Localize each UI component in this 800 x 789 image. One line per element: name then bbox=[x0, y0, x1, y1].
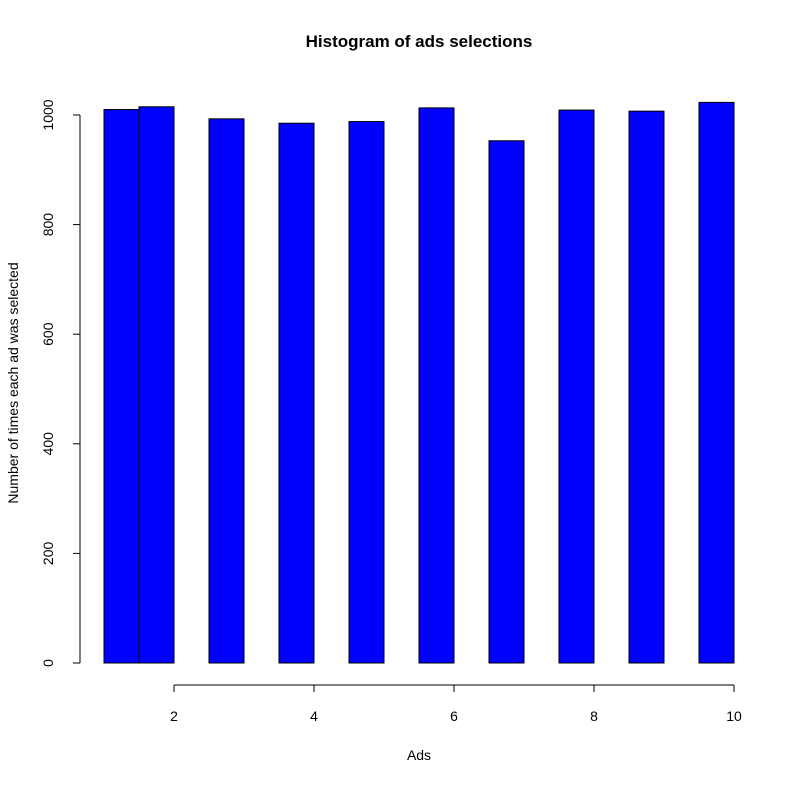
bar-5 bbox=[348, 121, 385, 664]
bar-6 bbox=[418, 107, 455, 664]
bar-7 bbox=[488, 140, 525, 664]
bar-1 bbox=[103, 109, 140, 664]
y-tick-label-400: 400 bbox=[40, 432, 56, 456]
y-axis: 0 200 400 600 800 1000 bbox=[40, 99, 81, 667]
x-axis: 2 4 6 8 10 bbox=[170, 684, 742, 724]
bars-group bbox=[103, 101, 735, 664]
bar-10 bbox=[698, 101, 735, 664]
x-tick-label-8: 8 bbox=[590, 708, 598, 724]
y-tick-label-600: 600 bbox=[40, 322, 56, 346]
bar-2 bbox=[138, 106, 175, 664]
y-axis-label: Number of times each ad was selected bbox=[5, 262, 21, 503]
bar-8 bbox=[558, 109, 595, 664]
chart-title: Histogram of ads selections bbox=[306, 32, 533, 51]
bar-9 bbox=[628, 110, 665, 664]
x-axis-label: Ads bbox=[407, 747, 431, 763]
bar-3 bbox=[208, 118, 245, 664]
x-tick-label-4: 4 bbox=[310, 708, 318, 724]
y-tick-label-1000: 1000 bbox=[40, 99, 56, 130]
bar-4 bbox=[278, 122, 315, 664]
x-tick-label-6: 6 bbox=[450, 708, 458, 724]
y-tick-label-800: 800 bbox=[40, 213, 56, 237]
y-tick-label-0: 0 bbox=[40, 659, 56, 667]
x-tick-label-2: 2 bbox=[170, 708, 178, 724]
x-tick-label-10: 10 bbox=[726, 708, 742, 724]
y-tick-label-200: 200 bbox=[40, 542, 56, 566]
